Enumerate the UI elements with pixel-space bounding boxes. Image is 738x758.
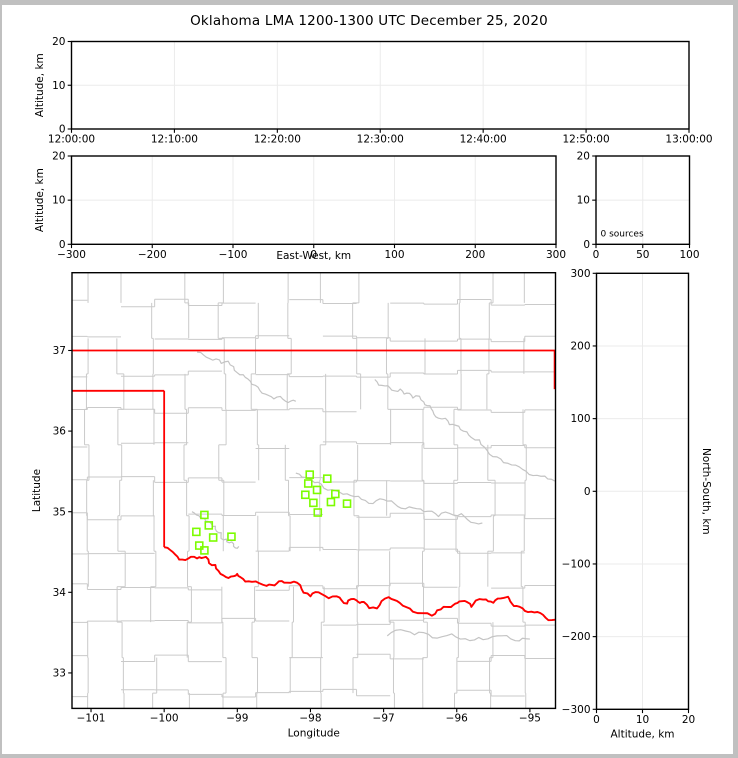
y-axis-label: Altitude, km — [34, 53, 46, 117]
station-marker — [326, 497, 336, 507]
station-marker — [208, 533, 218, 542]
tick-label: 300 — [570, 268, 590, 280]
tick-label: 12:30:00 — [357, 134, 404, 146]
tick-label: −101 — [77, 712, 106, 724]
station-marker — [192, 527, 201, 537]
tick-label: −200 — [562, 631, 591, 643]
tick-label: 12:00:00 — [48, 134, 95, 146]
state-border-red-river — [163, 546, 556, 622]
cimarron-river — [197, 351, 297, 404]
panel-altitude-northsouth: 0 10 20 −300 −200 −100 0 100 200 300 North-South, … — [562, 268, 712, 740]
tick-label: 10 — [577, 195, 590, 207]
tick-label: 37 — [53, 345, 66, 357]
tick-label: 12:40:00 — [460, 134, 507, 146]
tick-label: 200 — [570, 341, 590, 353]
tick-label: −100 — [150, 712, 179, 724]
panel-time-altitude: 12:00:00 12:10:00 12:20:00 12:30:00 12:40:00… — [34, 36, 713, 145]
tick-label: 10 — [52, 195, 65, 207]
station-marker — [200, 546, 209, 555]
texas-river — [386, 629, 530, 642]
station-marker — [301, 490, 310, 500]
station-marker — [194, 541, 204, 550]
tick-label: 36 — [53, 426, 67, 438]
station-marker — [342, 499, 352, 508]
lma-stations — [192, 470, 352, 555]
canadian-river — [295, 472, 483, 525]
station-marker — [313, 508, 323, 517]
tick-label: −95 — [519, 712, 541, 724]
station-marker — [309, 498, 318, 508]
y-axis-label: Altitude, km — [34, 168, 46, 232]
tick-label: 0 — [584, 486, 591, 498]
tick-label: 20 — [52, 36, 65, 48]
tick-label: 0 — [59, 239, 66, 251]
station-marker — [227, 532, 236, 541]
tick-label: −96 — [446, 712, 468, 724]
tick-label: 33 — [53, 668, 66, 680]
tick-label: 20 — [577, 151, 590, 163]
tick-label: −99 — [226, 712, 248, 724]
tick-label: 0 — [593, 249, 600, 261]
tick-label: 13:00:00 — [665, 134, 712, 146]
tick-label: 300 — [546, 249, 566, 261]
state-border — [72, 349, 556, 622]
station-marker — [312, 485, 322, 495]
x-axis-label: Longitude — [288, 727, 340, 739]
tick-label: −300 — [562, 704, 591, 716]
y-axis-label: Latitude — [31, 469, 43, 512]
tick-label: 200 — [465, 249, 485, 261]
map-content — [72, 272, 556, 709]
tick-label: 100 — [679, 249, 699, 261]
tick-label: −97 — [373, 712, 395, 724]
tick-label: 35 — [53, 506, 66, 518]
tick-label: 0 — [59, 124, 66, 136]
tick-label: 12:50:00 — [562, 134, 609, 146]
tick-label: 10 — [636, 714, 649, 726]
arkansas-river — [374, 379, 556, 482]
tick-label: 20 — [52, 151, 65, 163]
county-boundaries — [72, 272, 556, 709]
station-marker — [200, 510, 209, 520]
station-marker — [305, 470, 315, 479]
axes-spines — [71, 272, 557, 710]
y-axis-label: North-South, km — [700, 448, 712, 535]
station-marker — [204, 521, 214, 530]
x-axis-label: East-West, km — [276, 250, 351, 262]
station-marker — [322, 474, 332, 483]
station-marker — [331, 489, 340, 499]
tick-label: −100 — [562, 559, 591, 571]
source-count-annotation: 0 sources — [601, 229, 644, 239]
tick-label: 0 — [593, 714, 600, 726]
tick-label: −200 — [138, 249, 167, 261]
tick-label: 0 — [310, 249, 317, 261]
x-axis-label: Altitude, km — [610, 728, 674, 740]
tick-label: 12:10:00 — [151, 134, 198, 146]
panel-eastwest-altitude: −300 −200 −100 0 100 200 300 0 10 20 Altitude, km E… — [34, 151, 566, 262]
panel-altitude-histogram: 0 50 100 0 10 20 0 sources — [577, 151, 700, 261]
figure-title: Oklahoma LMA 1200-1300 UTC December 25, … — [190, 13, 548, 29]
tick-label: 50 — [636, 249, 649, 261]
tick-label: 100 — [570, 413, 590, 425]
tick-label: −100 — [219, 249, 248, 261]
station-marker — [303, 479, 313, 488]
tick-label: 20 — [682, 714, 695, 726]
tick-label: 10 — [52, 80, 65, 92]
tick-label: −300 — [57, 249, 86, 261]
tick-label: 100 — [384, 249, 404, 261]
tick-label: 12:20:00 — [254, 134, 301, 146]
panel-plan-view-map: −101 −100 −99 −98 −97 −96 −95 33 34 35 36 37 Latitud… — [31, 272, 557, 739]
tick-label: 34 — [53, 587, 67, 599]
tick-label: 0 — [583, 239, 590, 251]
tick-label: −98 — [299, 712, 321, 724]
